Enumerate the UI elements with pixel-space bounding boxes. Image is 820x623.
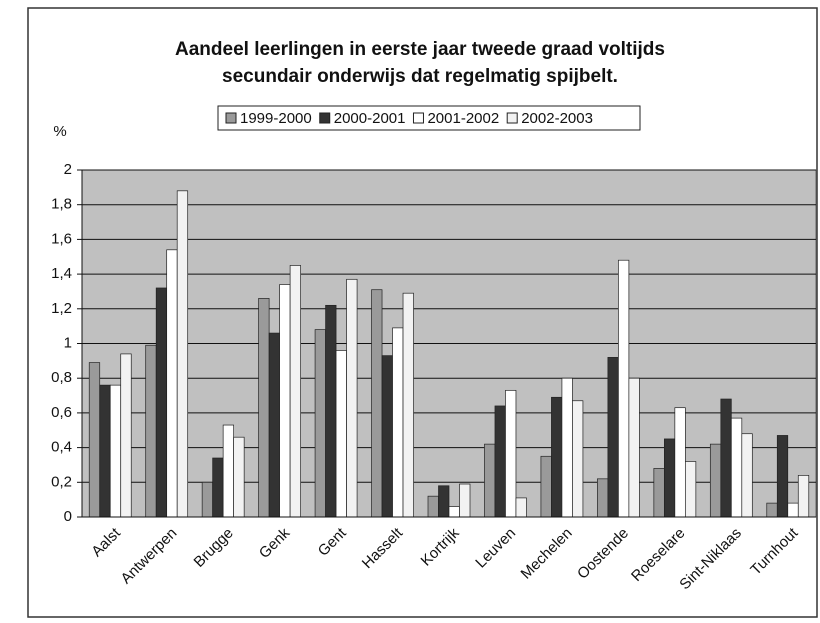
bar [540,455,552,518]
bar [99,384,111,518]
bar [222,424,235,518]
bar [335,350,347,518]
bar [166,249,178,518]
legend-swatch [506,112,518,124]
y-tick-label: 0,8 [51,369,72,386]
bar [371,289,383,518]
bar [494,405,506,518]
y-axis-label: % [53,123,66,140]
y-tick-label: 0 [64,508,72,525]
bar [766,502,778,518]
bar [730,417,743,518]
legend-label: 2002-2003 [521,110,593,127]
bar [120,353,132,518]
legend-swatch [225,112,237,124]
bar [797,475,810,518]
y-tick-label: 0,4 [51,439,72,456]
y-tick-label: 0,2 [51,473,72,490]
legend-label: 2000-2001 [334,110,406,127]
legend-label: 2001-2002 [427,110,499,127]
y-tick-label: 2 [64,161,72,178]
bar [155,287,168,518]
bar [459,483,471,518]
bar [88,362,101,518]
bar [505,389,517,518]
legend-swatch [319,112,331,124]
bar [201,481,214,518]
bar [741,433,753,518]
bar [551,396,563,518]
legend-swatch [412,112,424,124]
bar [314,329,326,518]
bar [776,435,789,518]
legend-box [217,105,641,131]
bar [484,443,496,518]
legend-label: 1999-2000 [240,110,312,127]
bar [628,377,640,518]
bar [258,298,270,518]
y-tick-label: 1 [64,334,72,351]
bar [268,332,280,518]
bar [653,468,665,518]
chart-title: secundair onderwijs dat regelmatig spijb… [222,66,618,87]
chart-title: Aandeel leerlingen in eerste jaar tweede… [175,39,665,60]
y-tick-label: 1,2 [51,300,72,317]
y-tick-label: 1,6 [51,230,72,247]
bar [392,327,404,518]
bar [607,357,619,518]
bar [709,443,722,518]
y-tick-label: 0,6 [51,404,72,421]
bar [145,344,157,518]
bar [279,284,291,518]
bar [663,438,676,518]
bar [381,355,393,518]
bar [618,259,630,518]
bar [720,398,732,518]
bar [176,190,189,518]
bar [233,436,245,518]
bar [438,485,450,518]
bar [212,457,224,518]
bar [448,506,460,518]
bar [561,377,573,518]
bar [427,495,439,518]
bar [684,461,697,518]
bar [515,497,527,518]
y-tick-label: 1,4 [51,265,72,282]
bar [597,478,609,518]
bar [572,400,584,518]
bar [109,384,122,518]
bar [402,292,414,518]
bar [346,278,358,518]
bar [289,265,301,518]
bar [325,304,337,518]
bar [674,407,686,518]
bar [787,502,799,518]
y-tick-label: 1,8 [51,196,72,213]
